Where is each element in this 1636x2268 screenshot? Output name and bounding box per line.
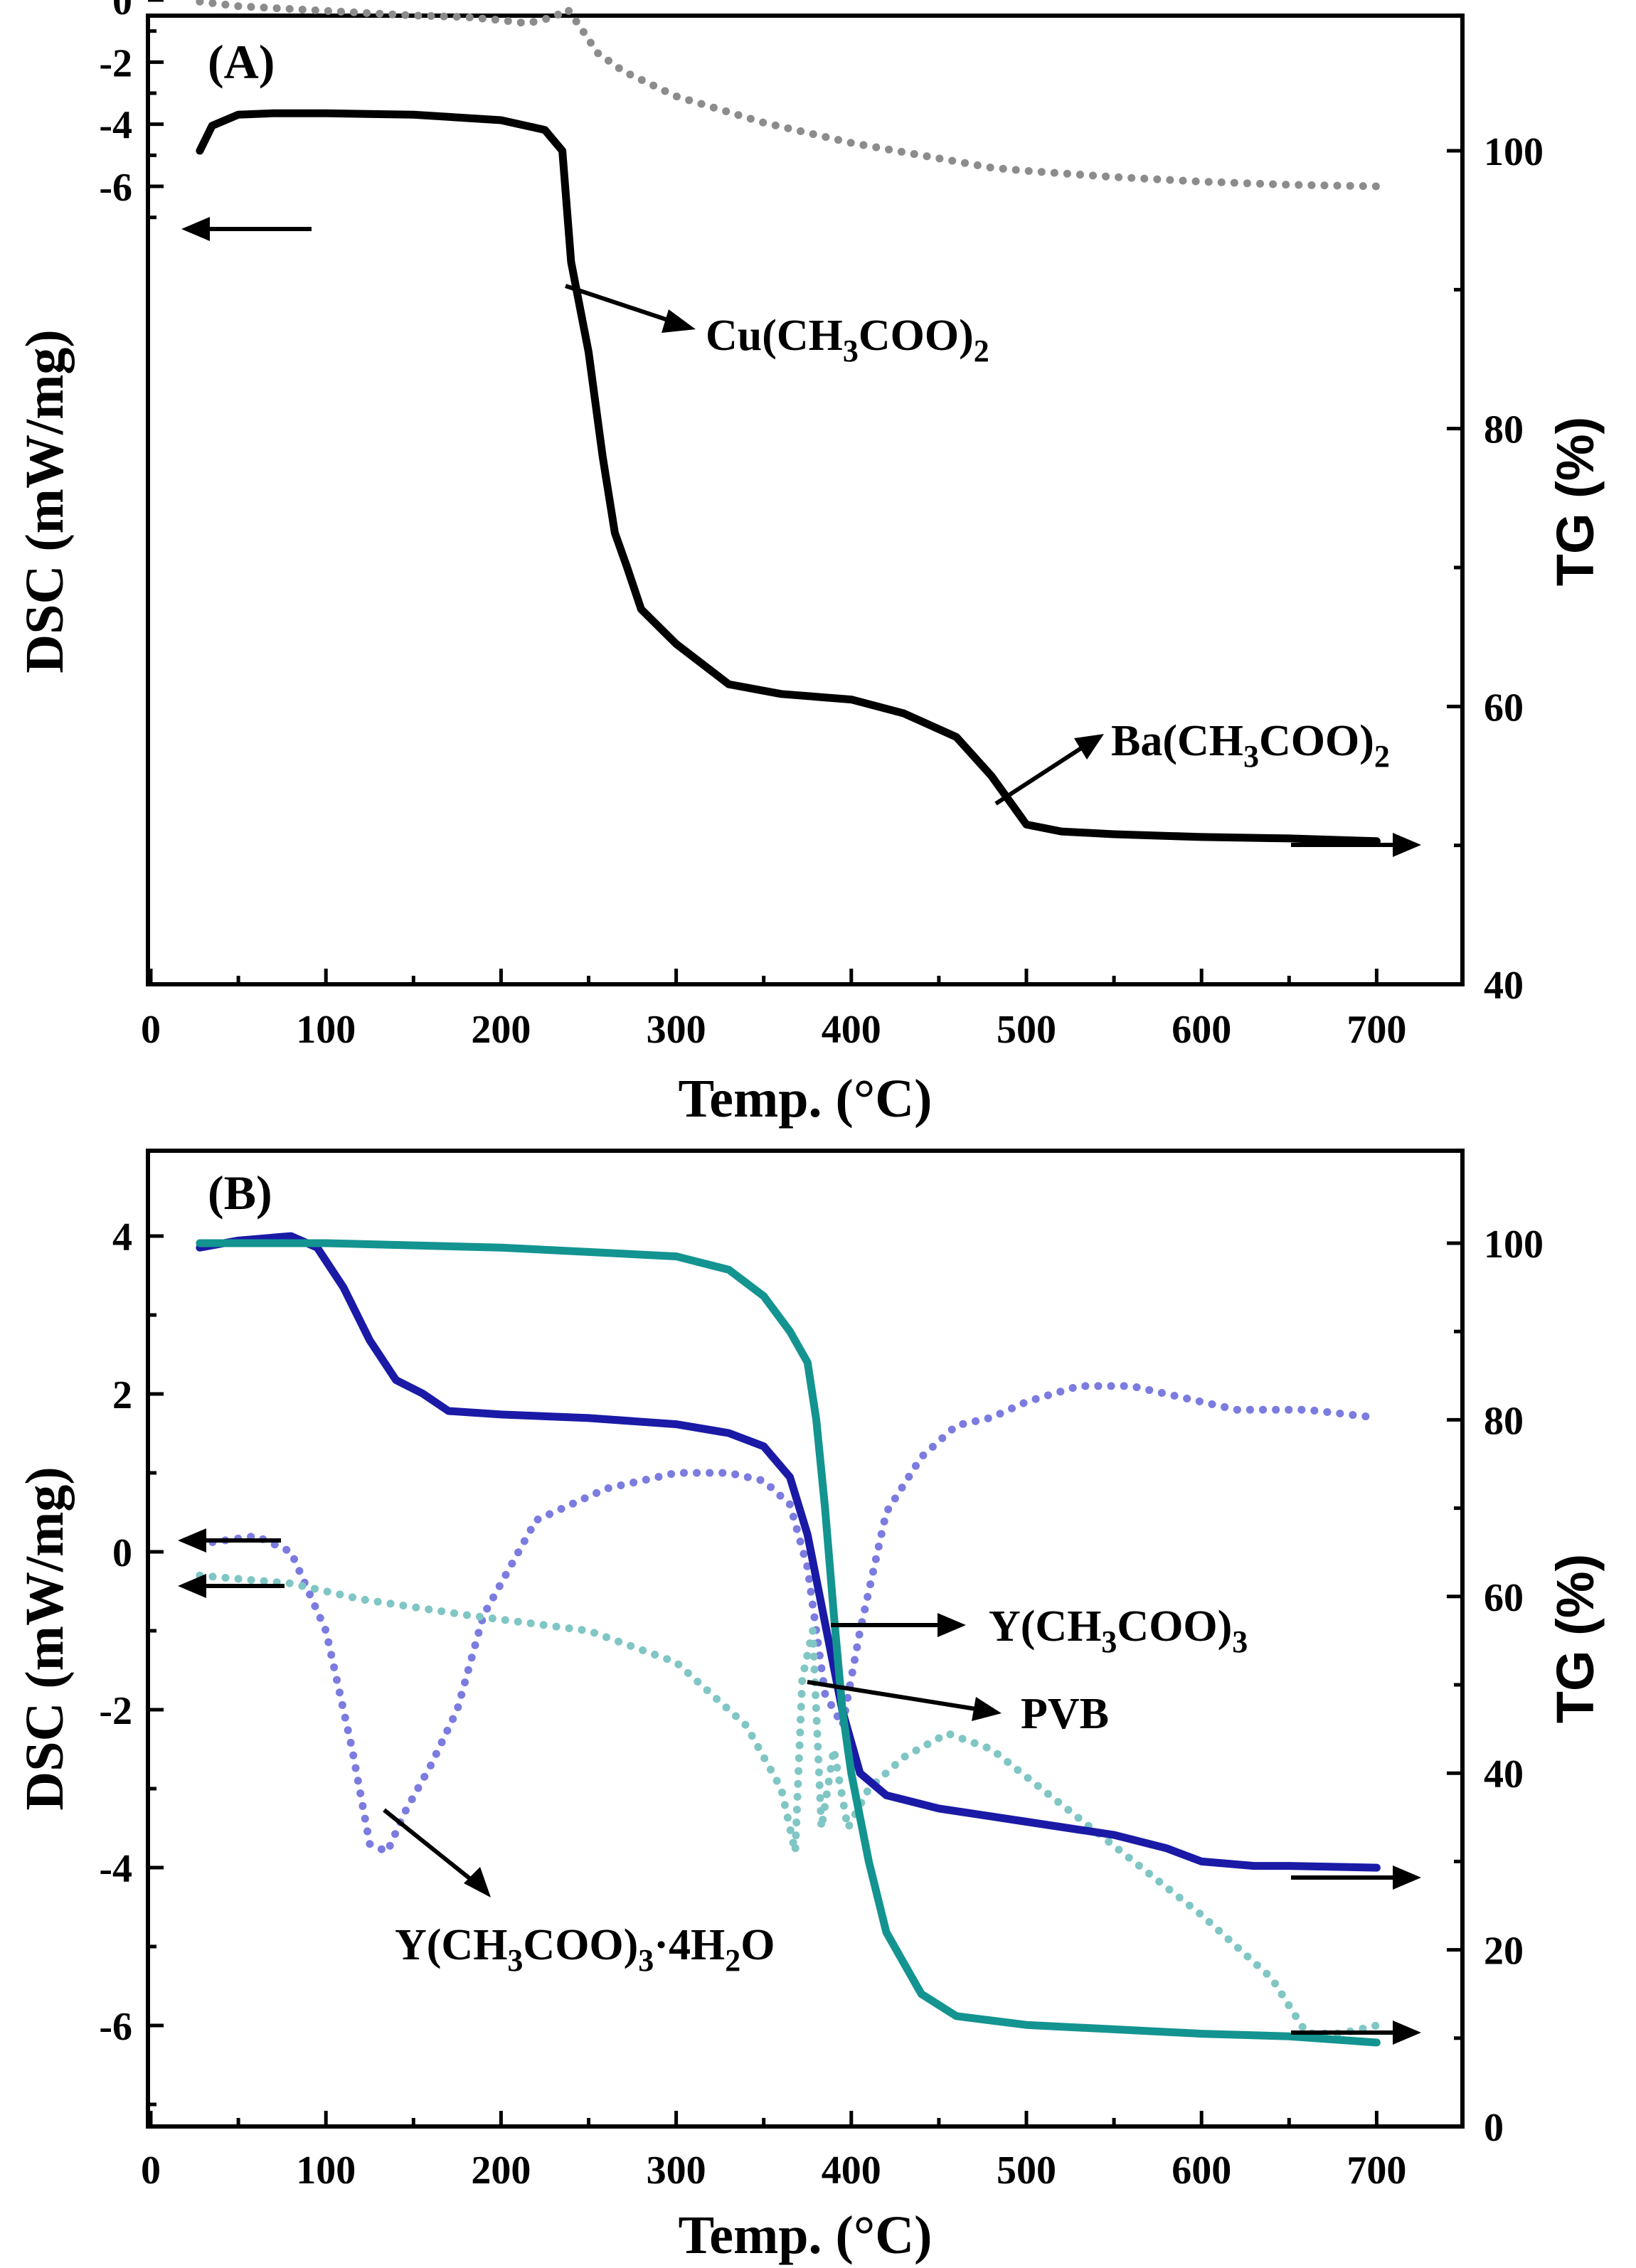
panel-b-left-tick-label: -4	[99, 1847, 132, 1891]
panel-b-frame	[146, 1149, 1465, 2129]
panel-a-ba-pointer-head	[1074, 734, 1104, 760]
panel-b-hydrate-pointer	[383, 1808, 474, 1883]
panel-a-series-tg	[196, 109, 1381, 846]
panel-b-pvb-label: PVB	[1021, 1690, 1109, 1738]
panel-b-series-tg-pvb	[196, 1239, 1381, 2047]
panel-a-cu-pointer	[565, 284, 673, 324]
panel-a-left-tick-label: -2	[99, 41, 132, 85]
panel-b-pvb-pointer	[807, 1680, 977, 1711]
panel-b-right-tick-label: 100	[1484, 1223, 1544, 1267]
panel-b-left-tick-label: 0	[112, 1531, 132, 1575]
panel-b-right-tick-label: 0	[1484, 2106, 1504, 2150]
panel-b-y-acetate-pointer-head	[937, 1613, 966, 1637]
panel-b-x-tick-label: 100	[296, 2149, 356, 2193]
panel-b-label: (B)	[208, 1166, 272, 1220]
panel-b-left-axis-title: DSC (mW/mg)	[15, 1466, 75, 1810]
panel-a-x-tick-label: 100	[296, 1008, 356, 1052]
panel-a-label: (A)	[208, 35, 275, 89]
panel-b-left-tick-label: -2	[99, 1689, 132, 1733]
panel-b-tg-axis-arrowhead-1	[1393, 1865, 1421, 1890]
panel-b-x-tick-label: 200	[471, 2149, 531, 2193]
panel-b-x-tick-label: 400	[822, 2149, 881, 2193]
panel-a-x-tick-label: 600	[1172, 1008, 1231, 1052]
panel-b-x-tick-label: 500	[997, 2149, 1056, 2193]
panel-a-frame	[146, 14, 1465, 986]
panel-b-arrows	[178, 1528, 1421, 2045]
panel-a-dsc-axis-arrowhead	[181, 217, 210, 241]
panel-a-right-tick-label: 100	[1484, 130, 1544, 174]
panel-b-right-tick-label: 80	[1484, 1399, 1524, 1443]
panel-a-left-tick-label: 0	[112, 0, 132, 23]
panel-b-right-tick-label: 20	[1484, 1929, 1524, 1974]
panel-b-left-tick-label: -6	[99, 2005, 132, 2049]
panel-a-x-tick-label: 200	[471, 1008, 531, 1052]
panel-a-series	[196, 0, 1381, 846]
panel-a: 0 100 200 300 400 500 600 700 0 -2 -4 -6 100 80 60 40 (…	[15, 0, 1605, 1129]
panel-a-ba-acetate-label: Ba(CH3COO)2	[1111, 717, 1390, 774]
panel-b-y-acetate-label: Y(CH3COO)3	[989, 1602, 1248, 1659]
panel-b-hydrate-pointer-head	[464, 1867, 491, 1897]
panel-a-right-tick-label: 60	[1484, 686, 1524, 730]
panel-b-hydrate-label: Y(CH3COO)3·4H2O	[395, 1921, 775, 1978]
panel-b-x-tick-label: 600	[1172, 2149, 1231, 2193]
panel-b: 0 100 200 300 400 500 600 700420-2-4-6100806040…	[15, 1149, 1605, 2265]
panel-b-pvb-pointer-head	[972, 1697, 1002, 1721]
panel-a-ba-pointer	[994, 746, 1083, 806]
panel-a-x-tick-label: 500	[997, 1008, 1056, 1052]
panel-a-arrows	[181, 217, 1421, 857]
panel-b-series-dsc-y-ch3coo-3-4h2o	[196, 1382, 1381, 1856]
panel-b-ticks: 0 100 200 300 400 500 600 700420-2-4-6100806040…	[99, 1215, 1544, 2193]
panel-a-cu-acetate-label: Cu(CH3COO)2	[706, 312, 989, 368]
panel-a-right-axis-title: TG (%)	[1546, 417, 1605, 586]
panel-a-right-tick-label: 80	[1484, 408, 1524, 452]
panel-b-left-tick-label: 2	[112, 1373, 132, 1417]
panel-b-left-tick-label: 4	[112, 1215, 132, 1260]
panel-a-tg-axis-arrowhead	[1393, 833, 1421, 857]
panel-b-dsc-axis-arrowhead-2	[178, 1574, 206, 1598]
panel-b-right-tick-label: 40	[1484, 1752, 1524, 1796]
panel-a-x-tick-label: 400	[822, 1008, 881, 1052]
panel-a-x-tick-label: 0	[141, 1008, 161, 1052]
panel-a-left-tick-label: -4	[99, 104, 132, 148]
panel-b-right-axis-title: TG (%)	[1546, 1554, 1605, 1723]
panel-b-x-axis-title: Temp. (°C)	[679, 2205, 933, 2265]
panel-b-tg-axis-arrowhead-2	[1393, 2021, 1421, 2045]
panel-a-x-tick-label: 300	[647, 1008, 706, 1052]
panel-b-dsc-axis-arrowhead-1	[178, 1528, 206, 1553]
panel-b-right-tick-label: 60	[1484, 1576, 1524, 1620]
panel-b-x-tick-label: 700	[1346, 2149, 1406, 2193]
panel-b-series-tg-y-ch3coo-3-4h2o	[196, 1232, 1381, 1872]
panel-b-series	[196, 1232, 1381, 2047]
panel-a-left-axis-title: DSC (mW/mg)	[15, 329, 75, 673]
panel-a-cu-pointer-head	[662, 309, 696, 333]
panel-b-x-tick-label: 300	[647, 2149, 706, 2193]
panel-a-ticks: 0 100 200 300 400 500 600 700 0 -2 -4 -6 100 80 60 40	[99, 0, 1544, 1052]
panel-a-x-axis-title: Temp. (°C)	[679, 1069, 933, 1129]
panel-a-left-tick-label: -6	[99, 166, 132, 210]
panel-b-series-dsc-pvb	[196, 1571, 1381, 2038]
panel-a-series-dsc	[196, 0, 1381, 191]
panel-a-right-tick-label: 40	[1484, 964, 1524, 1008]
panel-a-x-tick-label: 700	[1346, 1008, 1406, 1052]
panel-b-x-tick-label: 0	[141, 2149, 161, 2193]
